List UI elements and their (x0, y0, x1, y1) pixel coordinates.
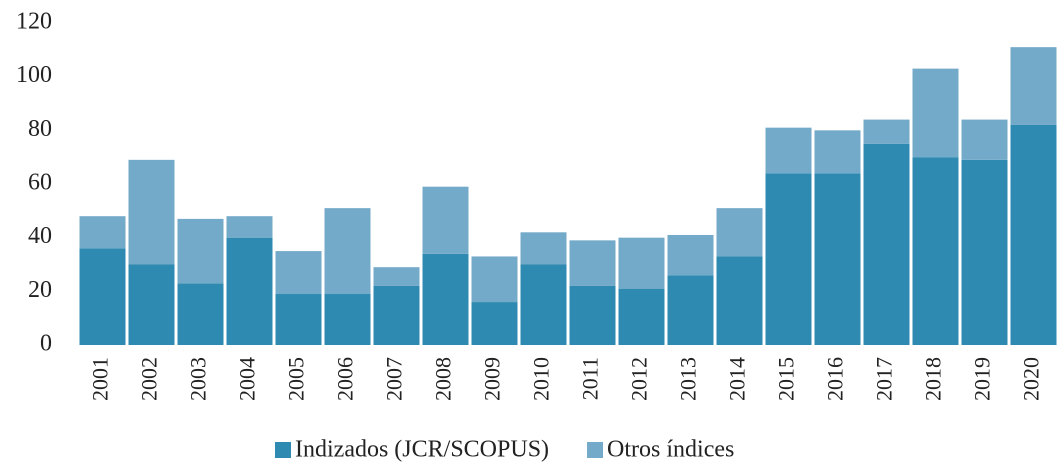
x-tick-label: 2018 (921, 357, 946, 401)
x-tick-label: 2011 (578, 357, 603, 400)
x-tick-label: 2009 (480, 357, 505, 401)
x-tick-label: 2007 (382, 357, 407, 401)
bar-segment (765, 127, 812, 174)
bar-segment (618, 288, 665, 345)
bar-segment (471, 302, 518, 345)
bar-segment (422, 186, 469, 254)
x-tick-label: 2006 (333, 357, 358, 401)
bar-segment (177, 283, 224, 345)
legend-swatch (587, 442, 604, 458)
x-tick-label: 2008 (431, 357, 456, 401)
x-tick-label: 2004 (235, 357, 260, 401)
y-tick-label: 0 (40, 331, 52, 357)
bar-segment (128, 159, 175, 265)
bar-segment (1010, 47, 1057, 125)
x-tick-label: 2010 (529, 357, 554, 401)
bar-segment (128, 264, 175, 345)
bar-segment (863, 119, 910, 144)
y-tick-label: 60 (28, 170, 52, 196)
bar-segment (471, 256, 518, 303)
bar-segment (275, 251, 322, 295)
bar-segment (324, 294, 371, 345)
y-tick-label: 120 (16, 9, 52, 35)
bar-segment (79, 248, 126, 345)
x-tick-label: 2002 (137, 357, 162, 401)
x-tick-label: 2014 (725, 357, 750, 401)
bar-segment (422, 253, 469, 345)
x-tick-label: 2019 (970, 357, 995, 401)
bar-segment (961, 119, 1008, 160)
bar-segment (520, 232, 567, 265)
bar-segment (814, 130, 861, 174)
x-tick-label: 2020 (1019, 357, 1044, 401)
y-tick-label: 40 (28, 223, 52, 249)
bar-segment (569, 285, 616, 345)
bar-segment (275, 294, 322, 345)
bar-segment (814, 173, 861, 345)
legend-label: Indizados (JCR/SCOPUS) (295, 437, 549, 463)
bar-segment (912, 68, 959, 158)
bar-segment (667, 234, 714, 276)
bar-segment (1010, 124, 1057, 345)
bar-segment (226, 237, 273, 345)
x-tick-label: 2012 (627, 357, 652, 401)
bar-segment (667, 275, 714, 345)
bar-segment (716, 208, 763, 257)
bar-segment (765, 173, 812, 345)
bar-segment (79, 216, 126, 249)
bar-segment (226, 216, 273, 238)
bar-segment (373, 285, 420, 345)
bar-segment (618, 237, 665, 289)
legend-label: Otros índices (607, 437, 734, 463)
bar-segment (324, 208, 371, 295)
x-tick-label: 2013 (676, 357, 701, 401)
y-tick-label: 80 (28, 116, 52, 142)
bar-segment (569, 240, 616, 286)
bar-segment (961, 159, 1008, 345)
bar-segment (177, 218, 224, 284)
x-tick-label: 2003 (186, 357, 211, 401)
x-tick-label: 2001 (88, 357, 113, 401)
y-tick-label: 20 (28, 277, 52, 303)
bar-segment (863, 143, 910, 345)
x-tick-label: 2015 (774, 357, 799, 401)
x-tick-label: 2017 (872, 357, 897, 401)
legend-swatch (275, 442, 291, 458)
bar-segment (716, 256, 763, 345)
x-tick-label: 2005 (284, 357, 309, 401)
y-tick-label: 100 (16, 62, 52, 88)
bar-segment (520, 264, 567, 345)
x-tick-label: 2016 (823, 357, 848, 401)
bar-segment (912, 157, 959, 345)
bar-segment (373, 267, 420, 286)
